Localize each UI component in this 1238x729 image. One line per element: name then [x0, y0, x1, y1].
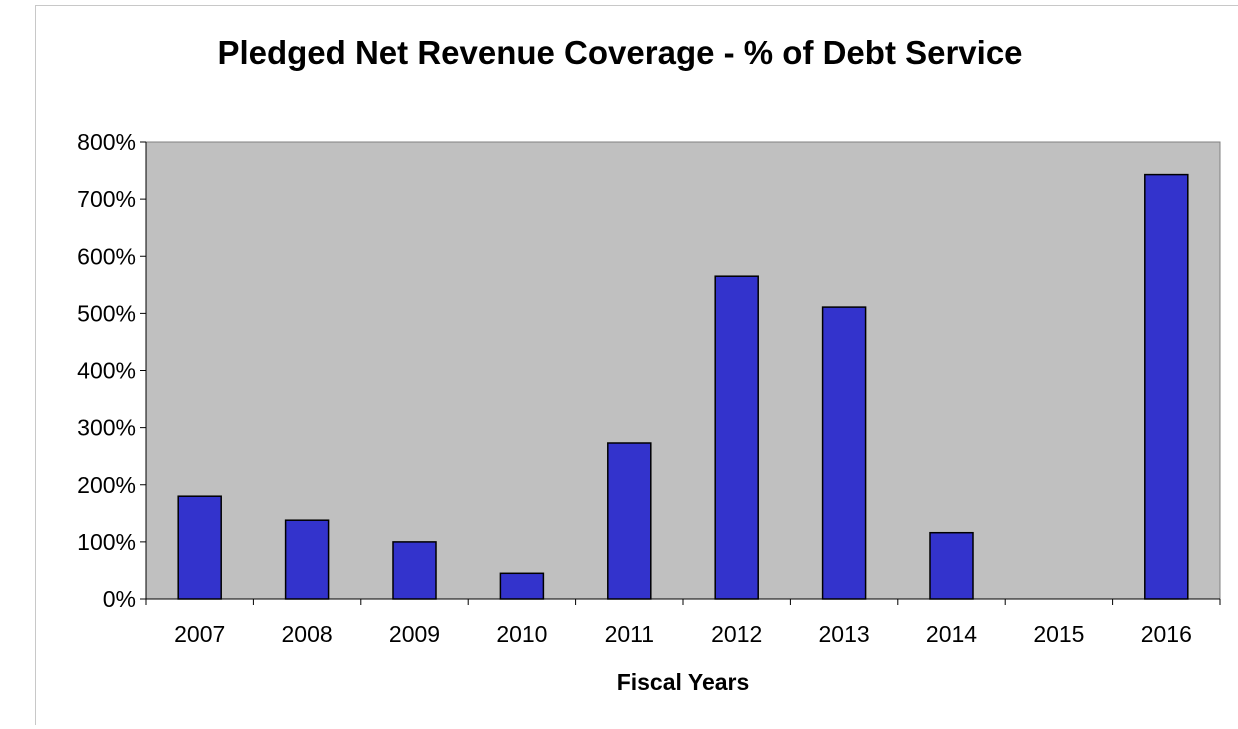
y-axis-ticks: 0% 100% 200% 300% 400% 500% 600% 700% 800% [77, 129, 146, 612]
bar-2010 [499, 572, 545, 600]
bar-2007 [177, 495, 222, 600]
x-axis-label: Fiscal Years [617, 669, 750, 695]
y-tick-label: 600% [77, 243, 136, 269]
x-tick-label: 2009 [389, 621, 440, 647]
bar-2011 [607, 442, 652, 600]
x-tick-label: 2010 [496, 621, 547, 647]
y-tick-label: 300% [77, 415, 136, 441]
bar-2016 [1144, 173, 1189, 600]
bars-group [177, 173, 1189, 600]
chart-title: Pledged Net Revenue Coverage - % of Debt… [217, 34, 1023, 71]
x-tick-label: 2014 [926, 621, 977, 647]
x-tick-label: 2013 [819, 621, 870, 647]
y-tick-label: 100% [77, 529, 136, 555]
y-tick-label: 700% [77, 186, 136, 212]
x-axis-ticks: 2007 2008 2009 2010 2011 2012 2013 2014 2015 2016 [145, 599, 1221, 647]
x-tick-label: 2012 [711, 621, 762, 647]
x-tick-label: 2016 [1141, 621, 1192, 647]
y-tick-label: 0% [103, 586, 136, 612]
bar-2014 [929, 531, 974, 600]
x-tick-label: 2007 [174, 621, 225, 647]
x-tick-label: 2015 [1033, 621, 1084, 647]
x-tick-label: 2008 [282, 621, 333, 647]
bar-2008 [284, 519, 330, 600]
y-tick-label: 500% [77, 300, 136, 326]
x-tick-label: 2011 [605, 621, 654, 647]
y-tick-label: 800% [77, 129, 136, 155]
bar-2009 [392, 541, 437, 600]
bar-2012 [714, 275, 759, 600]
chart-frame [35, 5, 1238, 725]
bar-2013 [821, 306, 867, 600]
y-tick-label: 200% [77, 472, 136, 498]
y-tick-label: 400% [77, 358, 136, 384]
